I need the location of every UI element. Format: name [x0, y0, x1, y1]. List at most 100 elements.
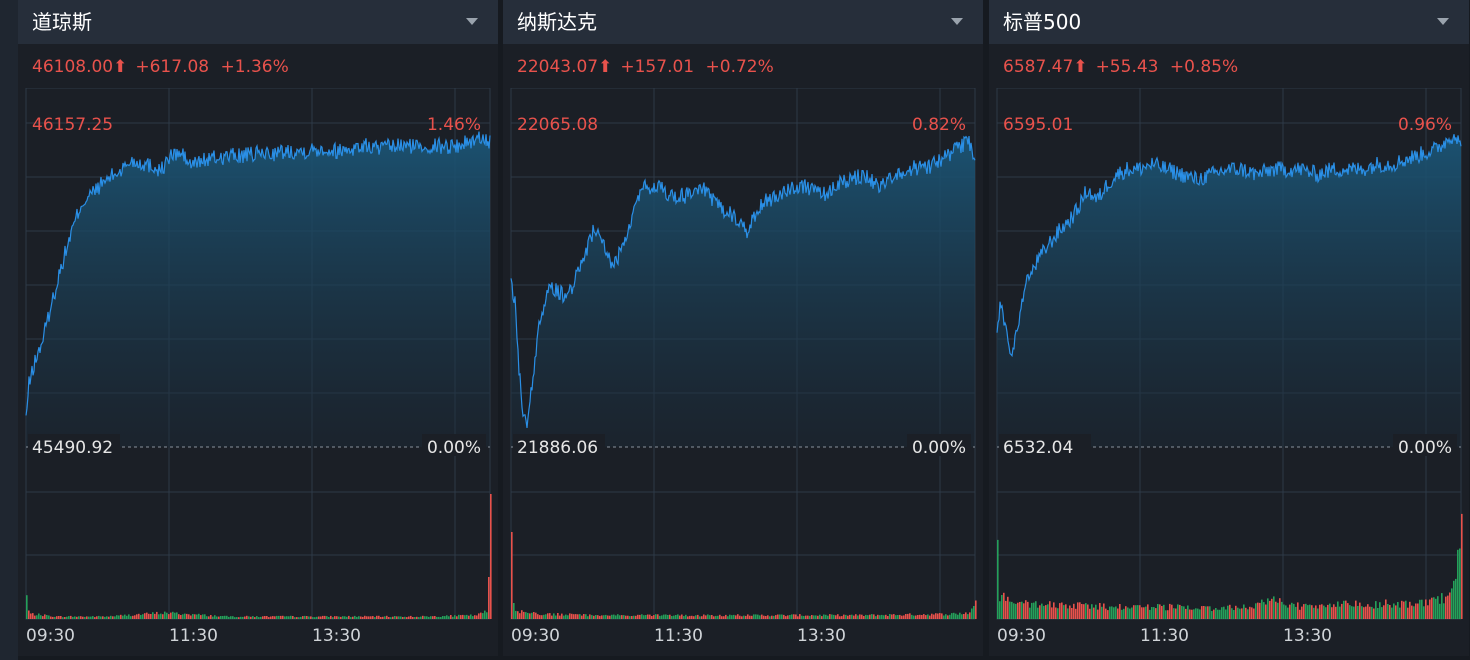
- volume-bar: [150, 614, 152, 619]
- volume-bar: [128, 614, 130, 619]
- volume-bar: [1329, 603, 1331, 619]
- volume-bar: [957, 614, 959, 619]
- up-arrow-icon: ⬆: [113, 57, 128, 77]
- volume-bar: [1229, 604, 1231, 619]
- volume-bar: [947, 615, 949, 619]
- volume-bar: [929, 615, 931, 619]
- volume-bar: [535, 612, 537, 619]
- volume-bar: [100, 616, 102, 619]
- volume-bar: [478, 613, 480, 619]
- volume-bar: [408, 616, 410, 619]
- volume-bar: [657, 614, 659, 619]
- volume-bar: [198, 613, 200, 619]
- volume-bar: [1109, 606, 1111, 619]
- volume-bar: [887, 616, 889, 619]
- volume-bar: [422, 615, 424, 619]
- volume-bar: [168, 614, 170, 619]
- volume-bar: [60, 616, 62, 619]
- volume-bar: [533, 612, 535, 619]
- panel-header[interactable]: 纳斯达克: [503, 0, 983, 44]
- volume-bar: [124, 614, 126, 619]
- volume-bar: [450, 615, 452, 619]
- volume-bar: [561, 613, 563, 619]
- volume-bar: [1265, 604, 1267, 619]
- volume-bar: [659, 615, 661, 619]
- volume-bar: [158, 614, 160, 619]
- volume-bar: [30, 613, 32, 619]
- volume-bar: [1395, 605, 1397, 619]
- volume-bar: [1359, 602, 1361, 619]
- volume-bar: [1285, 605, 1287, 619]
- volume-bar: [1437, 596, 1439, 619]
- volume-bar: [1349, 605, 1351, 619]
- price-line: [25, 131, 491, 416]
- volume-bar: [136, 614, 138, 619]
- volume-bar: [767, 615, 769, 619]
- volume-bar: [549, 613, 551, 619]
- volume-bar: [412, 617, 414, 619]
- volume-bar: [1181, 606, 1183, 619]
- quote-percent: +1.36%: [220, 57, 289, 77]
- volume-bar: [1251, 607, 1253, 619]
- volume-bar: [428, 616, 430, 619]
- volume-bar: [394, 616, 396, 619]
- intraday-chart[interactable]: 22065.08 0.82% 21886.06 0.00% 09:30 11:30 13:3…: [503, 88, 983, 656]
- volume-bar: [1373, 608, 1375, 619]
- volume-bar: [108, 616, 110, 619]
- volume-bar: [1231, 608, 1233, 619]
- volume-bar: [252, 616, 254, 619]
- volume-bar: [1239, 608, 1241, 619]
- volume-bar: [398, 616, 400, 619]
- chevron-down-icon[interactable]: [466, 18, 478, 25]
- volume-bar: [1147, 604, 1149, 619]
- volume-bar: [274, 616, 276, 619]
- volume-bar: [192, 614, 194, 619]
- volume-bar: [625, 615, 627, 619]
- volume-bar: [1161, 606, 1163, 619]
- volume-bar: [400, 616, 402, 619]
- intraday-chart[interactable]: 6595.01 0.96% 6532.04 0.00% 09:30 11:30 13:30: [989, 88, 1469, 656]
- volume-bar: [1289, 604, 1291, 619]
- intraday-chart[interactable]: 46157.25 1.46% 45490.92 0.00% 09:30 11:30 13:3…: [18, 88, 498, 656]
- price-line: [510, 135, 976, 428]
- volume-bar: [418, 617, 420, 619]
- volume-bar: [74, 616, 76, 619]
- volume-bar: [749, 615, 751, 619]
- volume-bar: [1041, 603, 1043, 619]
- volume-bar: [881, 614, 883, 619]
- volume-bar: [699, 616, 701, 619]
- volume-bar: [687, 616, 689, 619]
- volume-bar: [745, 615, 747, 619]
- volume-bar: [1399, 607, 1401, 619]
- volume-bar: [1435, 598, 1437, 619]
- volume-bar: [669, 614, 671, 619]
- chevron-down-icon[interactable]: [1437, 18, 1449, 25]
- volume-bar: [1075, 608, 1077, 619]
- volume-bar: [955, 613, 957, 619]
- volume-bar: [1397, 602, 1399, 619]
- panel-header[interactable]: 道琼斯: [18, 0, 498, 44]
- chevron-down-icon[interactable]: [951, 18, 963, 25]
- volume-bar: [1023, 603, 1025, 619]
- volume-bar: [480, 612, 482, 619]
- volume-bar: [216, 616, 218, 619]
- index-panel-dow: 道琼斯 46108.00⬆ +617.08 +1.36% 46157.25 1.46…: [18, 0, 498, 656]
- volume-bar: [1449, 592, 1451, 619]
- volume-bar: [1213, 609, 1215, 619]
- panel-header[interactable]: 标普500: [989, 0, 1469, 44]
- volume-bar: [1461, 513, 1463, 619]
- volume-bar: [1303, 604, 1305, 619]
- volume-bar: [270, 616, 272, 619]
- volume-bar: [92, 616, 94, 619]
- volume-bar: [1335, 606, 1337, 619]
- volume-bar: [268, 617, 270, 619]
- volume-bar: [410, 615, 412, 619]
- volume-bar: [62, 617, 64, 619]
- volume-bar: [342, 616, 344, 619]
- volume-bar: [58, 616, 60, 619]
- volume-bar: [1175, 608, 1177, 619]
- quote-price: 6587.47: [1003, 57, 1074, 77]
- volume-bar: [827, 615, 829, 619]
- volume-bar: [857, 615, 859, 619]
- volume-bar: [1057, 608, 1059, 619]
